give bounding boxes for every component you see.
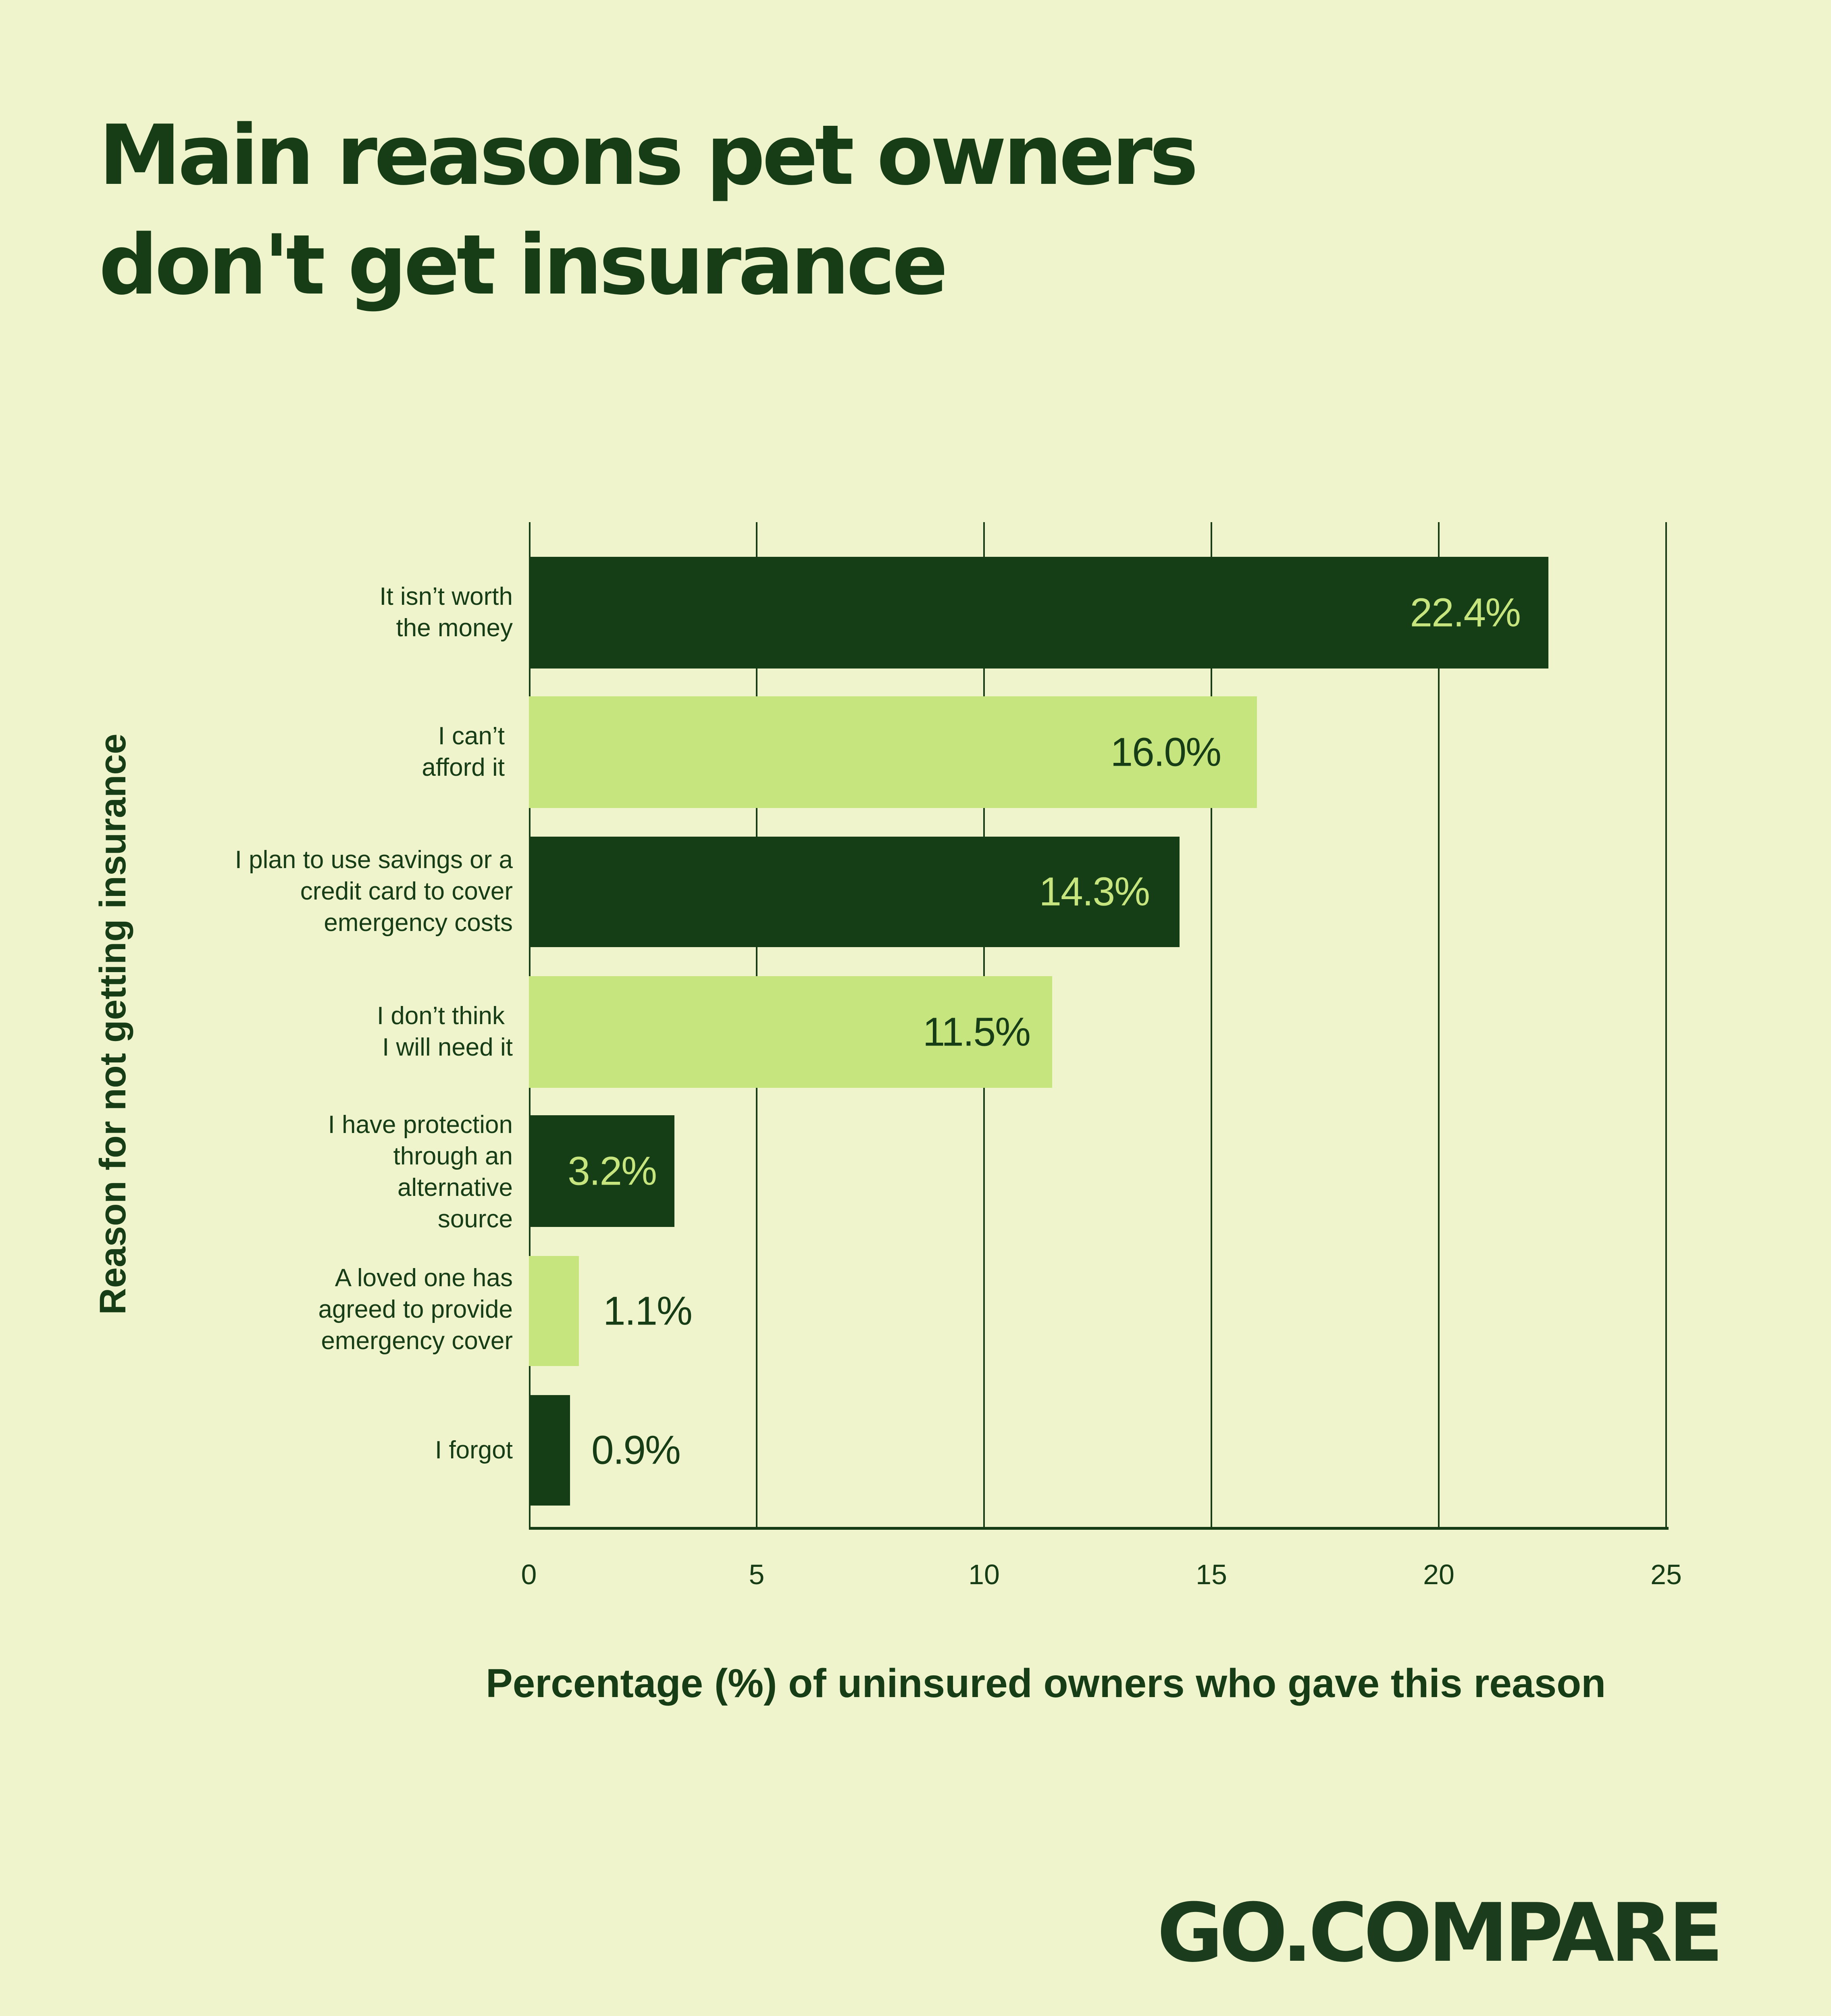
category-label-line: through an (393, 1142, 513, 1170)
category-label-line: credit card to cover (300, 877, 513, 905)
category-label-line: I forgot (435, 1436, 513, 1464)
category-label-line: I can’t (438, 722, 505, 750)
x-axis-line (529, 1527, 1669, 1530)
bar-value-label: 0.9% (591, 1427, 681, 1473)
x-tick-10: 10 (968, 1559, 1000, 1590)
bar-value-label: 11.5% (922, 1009, 1031, 1054)
gocompare-logo: GO.COMPARE (1157, 1886, 1723, 1980)
category-label: I plan to use savings or a credit card t… (110, 844, 513, 939)
chart-title-line-1: Main reasons pet owners (99, 108, 1198, 204)
category-label-line: I have protection (328, 1111, 513, 1139)
bar-value-label: 16.0% (1110, 729, 1221, 775)
category-label-line: It isn’t worth (379, 583, 513, 610)
x-tick-20: 20 (1423, 1559, 1454, 1590)
x-tick-0: 0 (521, 1559, 537, 1590)
category-label: I don’t think I will need it (110, 1000, 513, 1063)
category-label: I have protection through an alternative… (110, 1109, 513, 1235)
x-tick-5: 5 (749, 1559, 765, 1590)
gridline-25 (1665, 522, 1667, 1528)
x-tick-25: 25 (1650, 1559, 1682, 1590)
bar-value-label: 1.1% (603, 1288, 693, 1333)
bar-value-label: 22.4% (1410, 590, 1521, 635)
category-label-line: source (437, 1205, 513, 1233)
bar-loved-one-cover: 1.1% (529, 1256, 693, 1366)
category-label-line: A loved one has (335, 1264, 513, 1292)
category-label-line: emergency costs (324, 909, 513, 937)
category-label-line: the money (396, 614, 513, 642)
x-tick-15: 15 (1196, 1559, 1227, 1590)
bar-forgot: 0.9% (529, 1395, 681, 1506)
bar-savings-credit-card: 14.3% (529, 837, 1180, 947)
chart-title-line-2: don't get insurance (99, 217, 948, 313)
category-label: It isn’t worth the money (110, 581, 513, 644)
gridline-15 (1211, 522, 1212, 1528)
bar-not-worth-money: 22.4% (529, 557, 1548, 669)
category-label: A loved one has agreed to provide emerge… (110, 1262, 513, 1357)
chart-title: Main reasons pet owners don't get insura… (99, 101, 1469, 320)
plot-area: 22.4% 16.0% 14.3% 11.5% 3.2% 1.1% 0.9% (529, 522, 1669, 1530)
bar-value-label: 14.3% (1039, 869, 1150, 914)
category-label-line: alternative (397, 1174, 513, 1202)
category-label: I forgot (110, 1435, 513, 1466)
bar-value-label: 3.2% (568, 1148, 657, 1193)
category-label: I can’t afford it (110, 721, 513, 783)
bar-cant-afford: 16.0% (529, 696, 1257, 808)
category-label-line: I will need it (382, 1033, 513, 1061)
category-label-line: afford it (422, 754, 505, 781)
bar-wont-need-it: 11.5% (529, 976, 1052, 1088)
bar-alternative-protection: 3.2% (529, 1115, 674, 1227)
category-label-line: emergency cover (321, 1327, 513, 1355)
x-axis-title: Percentage (%) of uninsured owners who g… (486, 1661, 1606, 1706)
category-label-line: I plan to use savings or a (235, 846, 513, 874)
category-label-line: agreed to provide (318, 1295, 513, 1323)
category-label-line: I don’t think (377, 1002, 505, 1030)
gridline-20 (1438, 522, 1440, 1528)
